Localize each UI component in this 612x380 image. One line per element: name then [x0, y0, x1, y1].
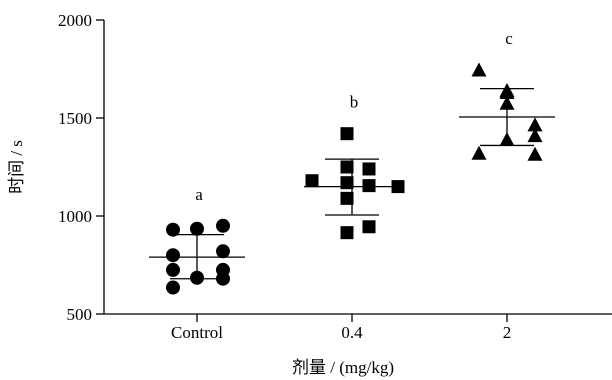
data-point-circle: [190, 221, 204, 236]
x-tick-label: Control: [171, 323, 223, 342]
data-points: [166, 62, 543, 295]
data-point-circle: [166, 222, 180, 237]
group-significance-label: c: [505, 29, 513, 48]
data-point-triangle: [527, 128, 543, 143]
group-significance-label: b: [350, 93, 359, 112]
group-significance-label: a: [195, 185, 203, 204]
y-axis-title: 时间 / s: [7, 140, 26, 194]
data-point-square: [391, 180, 405, 194]
data-point-triangle: [499, 85, 515, 100]
data-point-square: [340, 226, 354, 240]
y-tick-label: 2000: [58, 11, 92, 30]
data-point-square: [362, 220, 376, 234]
y-tick-label: 500: [67, 305, 93, 324]
group-annotations: a b c: [195, 29, 513, 204]
axes: [103, 20, 612, 315]
data-point-triangle: [527, 146, 543, 161]
data-point-triangle: [471, 145, 487, 160]
y-tick-label: 1000: [58, 207, 92, 226]
data-point-circle: [216, 244, 230, 259]
data-point-square: [340, 176, 354, 190]
data-point-triangle: [499, 132, 515, 147]
data-point-circle: [216, 271, 230, 286]
data-point-circle: [216, 218, 230, 233]
data-point-square: [340, 191, 354, 205]
data-point-square: [340, 127, 354, 141]
data-point-triangle: [471, 62, 487, 77]
x-tick-label: 0.4: [341, 323, 363, 342]
data-point-circle: [190, 270, 204, 285]
data-point-square: [340, 160, 354, 174]
data-point-circle: [166, 248, 180, 263]
data-point-circle: [166, 280, 180, 295]
x-tick-label: 2: [503, 323, 512, 342]
x-ticks: Control 0.4 2: [171, 314, 511, 342]
data-point-triangle: [527, 117, 543, 132]
data-point-triangle: [499, 95, 515, 110]
data-point-square: [305, 174, 319, 188]
data-point-square: [362, 162, 376, 176]
data-point-circle: [166, 262, 180, 277]
y-ticks: 500 1000 1500 2000: [58, 11, 104, 324]
y-tick-label: 1500: [58, 109, 92, 128]
data-point-square: [362, 179, 376, 193]
x-axis-title: 剂量 / (mg/kg): [292, 358, 394, 377]
